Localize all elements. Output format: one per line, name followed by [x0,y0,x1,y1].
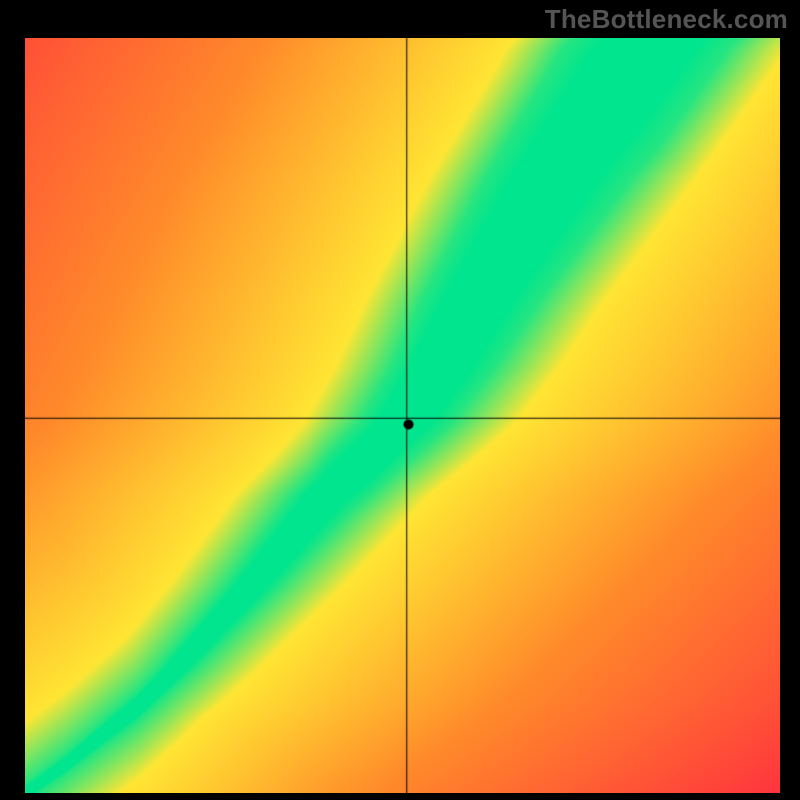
chart-container: TheBottleneck.com [0,0,800,800]
heatmap-plot [25,38,780,793]
watermark-label: TheBottleneck.com [545,4,788,35]
